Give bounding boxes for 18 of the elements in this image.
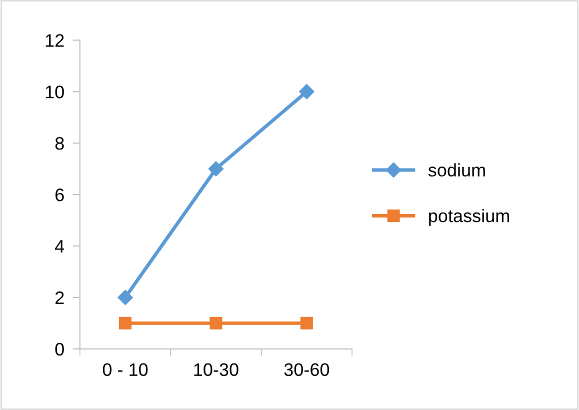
legend-label: potassium bbox=[429, 208, 509, 226]
y-tick-label: 12 bbox=[46, 34, 64, 47]
point bbox=[208, 161, 224, 176]
legend-label: sodium bbox=[428, 163, 485, 177]
point bbox=[118, 290, 133, 306]
y-tick-label: 10 bbox=[46, 86, 64, 98]
x-tick-label: 0 - 10 bbox=[102, 363, 148, 376]
point bbox=[210, 316, 222, 330]
point bbox=[299, 84, 314, 100]
x-tick-label: 30-60 bbox=[284, 363, 330, 376]
y-tick-label: 8 bbox=[55, 137, 64, 150]
y-tick-label: 0 bbox=[55, 342, 64, 356]
y-tick-label: 6 bbox=[56, 188, 64, 202]
x-tick-label: 10-30 bbox=[194, 363, 238, 376]
point bbox=[119, 316, 132, 330]
y-tick-label: 2 bbox=[55, 291, 64, 304]
point bbox=[300, 316, 313, 330]
y-tick-label: 4 bbox=[55, 240, 64, 253]
